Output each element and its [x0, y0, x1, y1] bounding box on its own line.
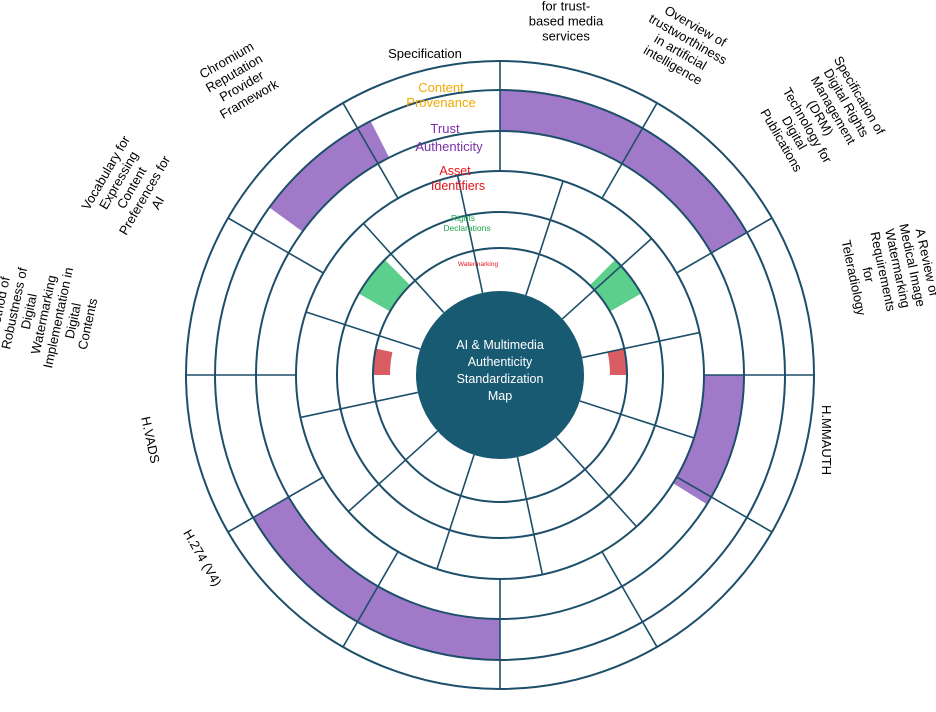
- outer-spoke-10: [227, 217, 324, 274]
- spec-ieee-watermarking: IEEE DraftStandard forEvaluationMethod o…: [0, 266, 100, 370]
- spec-medical-watermarking-line-5: for: [860, 266, 878, 285]
- spec-trust-media-line-4: services: [542, 29, 590, 44]
- spec-hmmauth-line-1: H.MMAUTH: [819, 405, 834, 475]
- specification-header: Specification: [388, 46, 462, 61]
- spec-h274-line-1: H.274 (V4): [180, 527, 224, 589]
- category-content-provenance-line-1: Content: [418, 80, 464, 95]
- spec-h274: H.274 (V4): [180, 527, 224, 589]
- inner-spoke-11: [362, 222, 445, 314]
- inner-spoke-10: [305, 311, 421, 350]
- outer-spoke-5: [601, 551, 658, 648]
- inner-spoke-9: [300, 391, 419, 419]
- spec-ieee-watermarking-line-9: Digital: [62, 301, 84, 340]
- ring-1: [372, 247, 628, 503]
- inner-spoke-3: [581, 331, 700, 359]
- inner-spoke-8: [347, 430, 439, 513]
- category-trust-authenticity-line-1: Trust: [430, 121, 460, 136]
- outer-spoke-4: [676, 476, 773, 533]
- spec-trust-media-line-3: based media: [529, 14, 604, 29]
- trust-band-chromium: [269, 121, 390, 232]
- category-asset-identifiers-line-2: Identifiers: [431, 179, 485, 193]
- spec-trust-media-line-2: for trust-: [542, 0, 590, 14]
- ring-2: [336, 211, 664, 539]
- spec-hvads-line-1: H.VADS: [138, 415, 163, 465]
- center-hub: [416, 291, 584, 459]
- spec-vocabulary-ai: Vocabulary forExpressingContentPreferenc…: [78, 132, 173, 237]
- watermark-band-left: [373, 348, 393, 375]
- center-title-line-3: Standardization: [457, 372, 544, 386]
- outer-spoke-7: [342, 551, 399, 648]
- inner-spoke-4: [579, 400, 695, 439]
- spokes: [186, 61, 814, 689]
- spec-hmmauth: H.MMAUTH: [819, 405, 834, 475]
- inner-spoke-0: [456, 175, 484, 294]
- outer-spoke-1: [601, 102, 658, 199]
- category-trust-authenticity-line-2: Authenticity: [415, 139, 483, 154]
- inner-spoke-5: [555, 436, 638, 528]
- spec-ieee-watermarking-line-6: Digital: [18, 292, 40, 331]
- outer-spoke-2: [676, 217, 773, 274]
- center-title-line-1: AI & Multimedia: [456, 338, 544, 352]
- outer-spoke-8: [227, 476, 324, 533]
- inner-spoke-2: [561, 237, 653, 320]
- center-title: AI & Multimedia Authenticity Standardiza…: [456, 338, 544, 403]
- category-rights-declarations-line-2: Declarations: [443, 223, 490, 233]
- inner-spoke-1: [525, 180, 564, 296]
- watermark-band-right: [607, 348, 627, 375]
- spec-hvads: H.VADS: [138, 415, 163, 465]
- center-title-line-4: Map: [488, 389, 512, 403]
- outer-spoke-11: [342, 102, 399, 199]
- inner-spoke-7: [436, 454, 475, 570]
- category-labels: Content Provenance Trust Authenticity As…: [406, 80, 498, 268]
- trust-band-trust-media-ai: [500, 90, 747, 253]
- trust-band-hvads-h274: [253, 497, 500, 660]
- inner-spoke-6: [516, 456, 544, 575]
- category-asset-identifiers-line-1: Asset: [439, 164, 471, 178]
- coverage-bands: [253, 90, 747, 660]
- trust-band-hmmauth: [673, 375, 744, 505]
- center-title-line-2: Authenticity: [468, 355, 533, 369]
- category-watermarking: Watermarking: [458, 261, 499, 268]
- category-rights-declarations-line-1: Rights: [451, 213, 475, 223]
- category-content-provenance-line-2: Provenance: [406, 95, 475, 110]
- rights-band-right: [589, 259, 642, 312]
